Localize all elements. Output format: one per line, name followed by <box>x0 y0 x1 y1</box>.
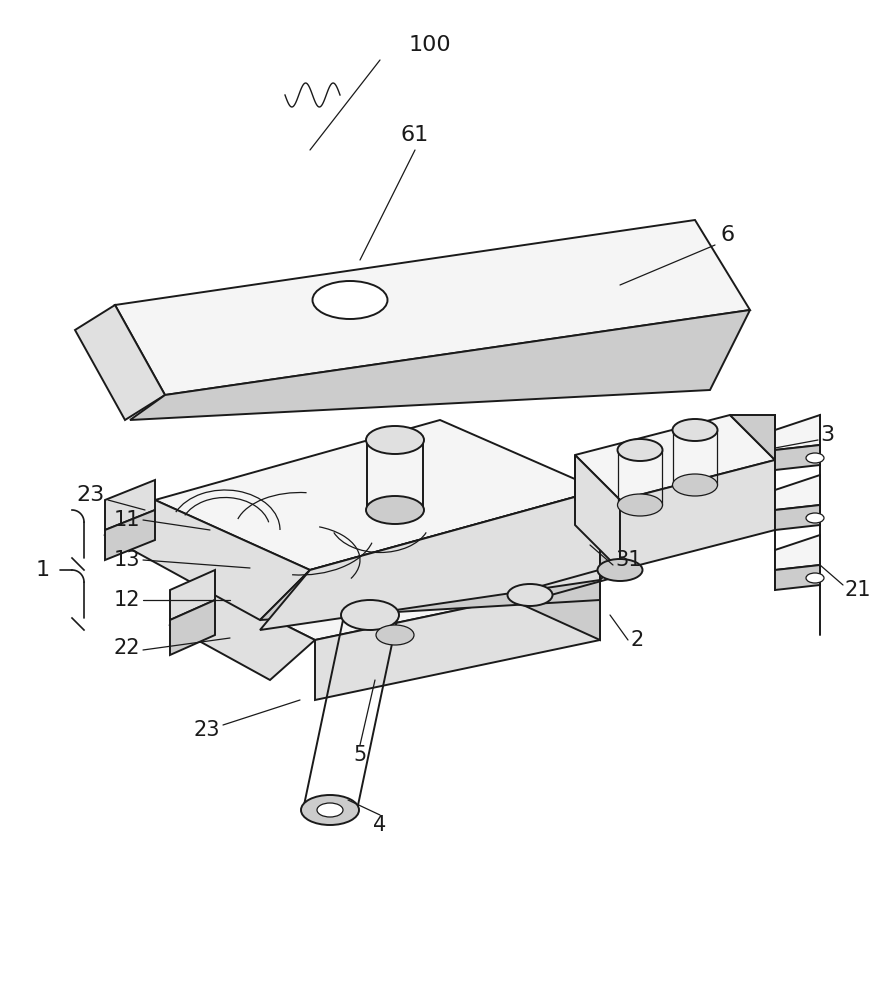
Ellipse shape <box>376 625 414 645</box>
Ellipse shape <box>672 474 717 496</box>
Text: 61: 61 <box>401 125 429 145</box>
Polygon shape <box>170 590 315 680</box>
Polygon shape <box>155 420 600 570</box>
Polygon shape <box>775 475 820 510</box>
Ellipse shape <box>806 453 824 463</box>
Text: 4: 4 <box>373 815 386 835</box>
Ellipse shape <box>301 795 359 825</box>
Text: 5: 5 <box>354 745 367 765</box>
Ellipse shape <box>806 573 824 583</box>
Ellipse shape <box>508 584 553 606</box>
Polygon shape <box>315 580 600 700</box>
Polygon shape <box>775 415 820 450</box>
Polygon shape <box>105 480 155 530</box>
Ellipse shape <box>312 281 387 319</box>
Polygon shape <box>75 305 165 420</box>
Ellipse shape <box>618 494 663 516</box>
Text: 6: 6 <box>720 225 734 245</box>
Polygon shape <box>105 500 310 620</box>
Polygon shape <box>215 530 600 640</box>
Polygon shape <box>170 570 215 620</box>
Polygon shape <box>775 445 820 470</box>
Polygon shape <box>115 220 750 395</box>
Ellipse shape <box>598 559 642 581</box>
Ellipse shape <box>618 439 663 461</box>
Text: 31: 31 <box>615 550 642 570</box>
Polygon shape <box>775 565 820 590</box>
Text: 1: 1 <box>36 560 50 580</box>
Text: 12: 12 <box>114 590 140 610</box>
Ellipse shape <box>806 513 824 523</box>
Text: 13: 13 <box>114 550 140 570</box>
Polygon shape <box>170 600 215 655</box>
Polygon shape <box>575 415 775 500</box>
Polygon shape <box>600 455 650 580</box>
Text: 21: 21 <box>845 580 871 600</box>
Polygon shape <box>260 490 600 620</box>
Polygon shape <box>775 535 820 570</box>
Text: 23: 23 <box>194 720 220 740</box>
Ellipse shape <box>317 803 343 817</box>
Polygon shape <box>620 460 775 570</box>
Polygon shape <box>490 530 600 640</box>
Polygon shape <box>575 455 620 570</box>
Ellipse shape <box>672 419 717 441</box>
Ellipse shape <box>341 600 399 630</box>
Text: 22: 22 <box>114 638 140 658</box>
Text: 23: 23 <box>77 485 105 505</box>
Ellipse shape <box>366 426 424 454</box>
Text: 2: 2 <box>630 630 643 650</box>
Ellipse shape <box>366 496 424 524</box>
Polygon shape <box>260 490 600 630</box>
Polygon shape <box>105 510 155 560</box>
Text: 3: 3 <box>820 425 834 445</box>
Polygon shape <box>130 310 750 420</box>
Text: 11: 11 <box>114 510 140 530</box>
Text: 100: 100 <box>408 35 451 55</box>
Polygon shape <box>775 505 820 530</box>
Polygon shape <box>730 415 775 500</box>
